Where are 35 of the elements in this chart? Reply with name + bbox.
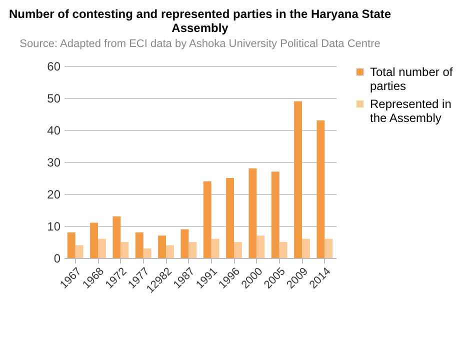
bar xyxy=(67,232,76,258)
bar xyxy=(294,101,302,258)
y-tick-label: 10 xyxy=(47,220,61,234)
bar xyxy=(120,242,129,258)
y-tick-label: 60 xyxy=(47,60,61,74)
y-tick-label: 0 xyxy=(54,252,61,266)
bar xyxy=(271,172,280,258)
y-tick-label: 20 xyxy=(47,188,61,202)
bar xyxy=(166,245,174,258)
bar xyxy=(279,242,288,258)
bar xyxy=(90,222,98,258)
bar xyxy=(158,236,166,258)
chart-subtitle: Source: Adapted from ECI data by Ashoka University Political Data Centre xyxy=(20,38,380,50)
bar xyxy=(316,120,325,258)
bar xyxy=(98,238,106,258)
bar xyxy=(234,242,242,258)
bar xyxy=(180,229,189,258)
bar xyxy=(143,248,152,258)
bar xyxy=(188,242,197,258)
bar xyxy=(135,232,144,258)
bar xyxy=(211,238,220,258)
bar xyxy=(248,168,257,258)
y-tick-label: 40 xyxy=(47,124,61,138)
bar xyxy=(203,181,212,258)
bar xyxy=(112,216,121,258)
legend-label: Total number of parties xyxy=(370,65,454,93)
y-tick-label: 30 xyxy=(47,156,61,170)
y-tick-label: 50 xyxy=(47,92,61,106)
bar xyxy=(324,238,333,258)
bar xyxy=(256,236,265,258)
legend-label: Represented in the Assembly xyxy=(370,97,452,125)
bar xyxy=(226,178,234,258)
bar xyxy=(302,238,310,258)
chart-title: Number of contesting and represented parties in the Haryana State Assembly xyxy=(8,7,392,35)
bar xyxy=(75,245,84,258)
